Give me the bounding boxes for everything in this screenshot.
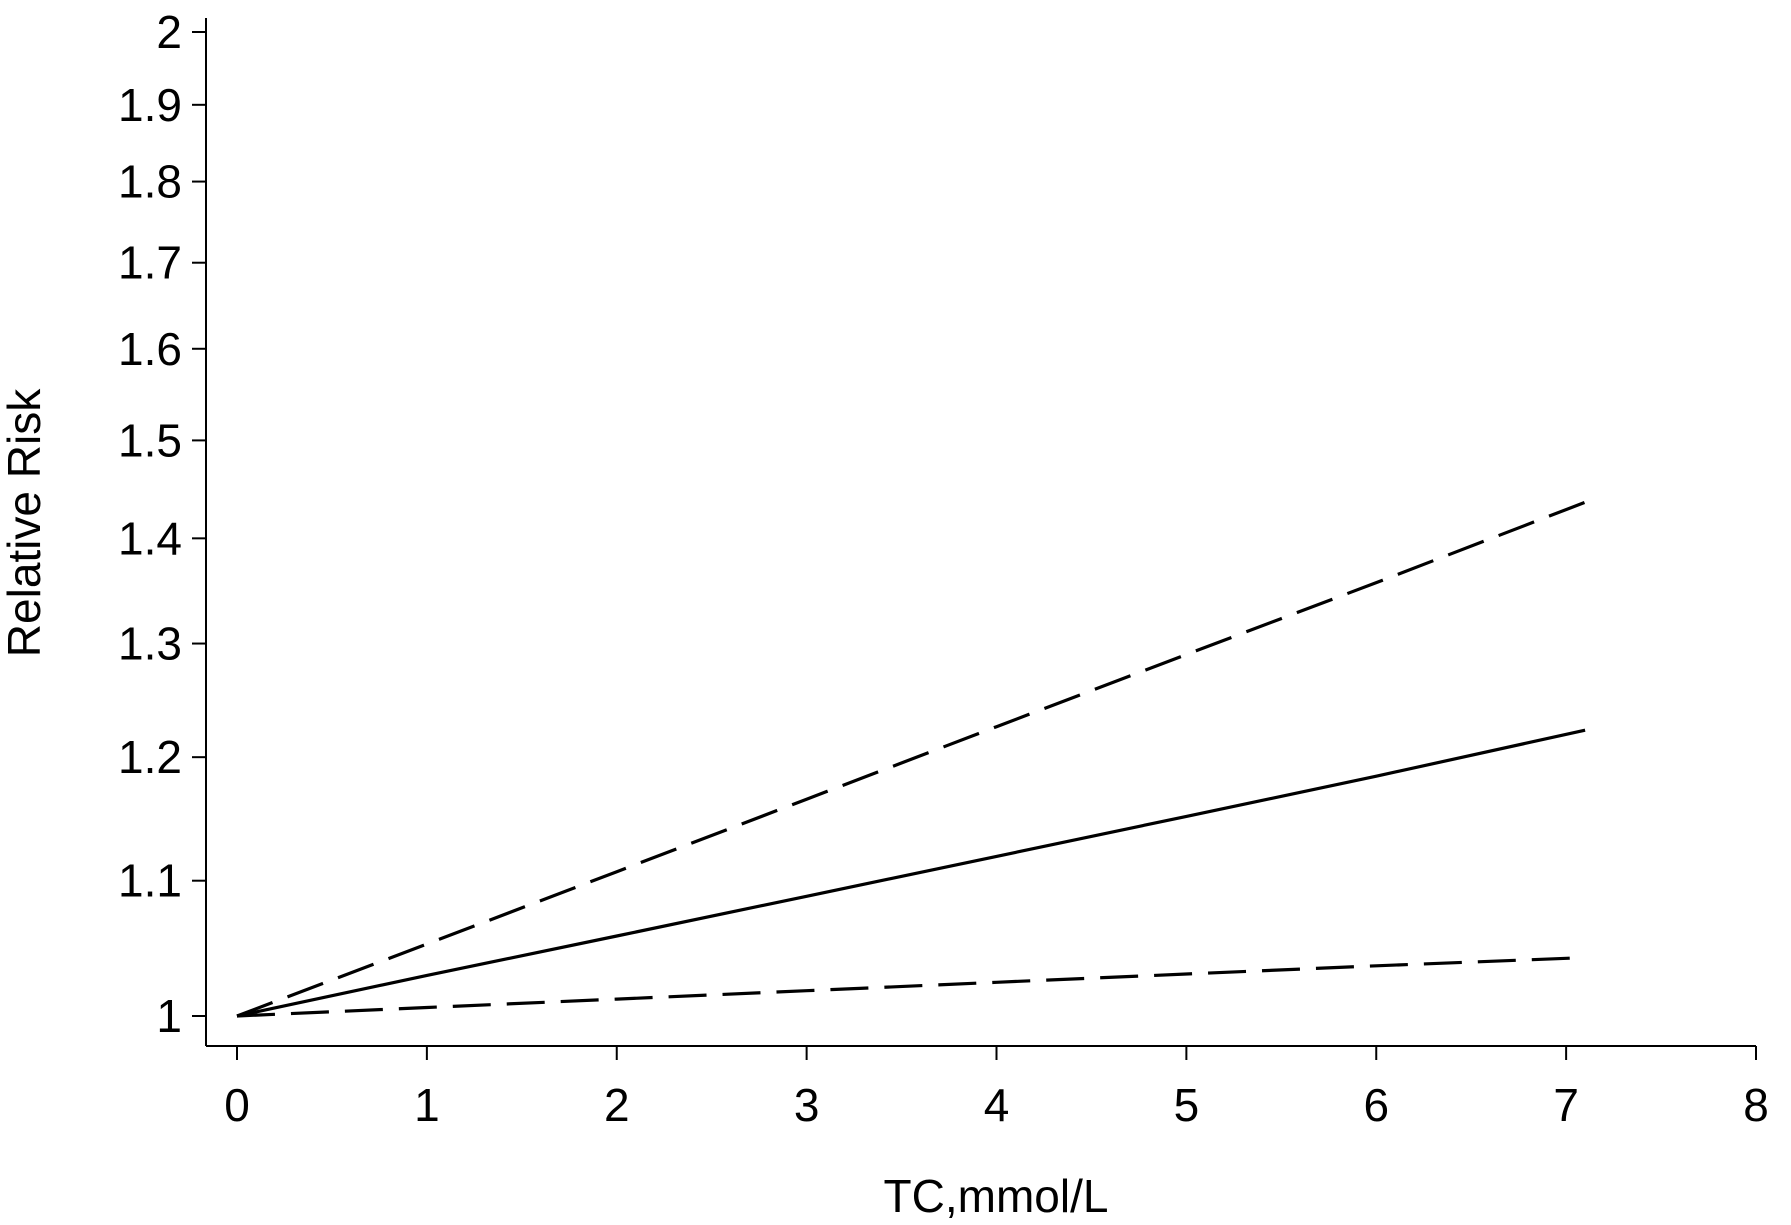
y-axis-title: Relative Risk <box>0 388 50 657</box>
x-axis-title: TC,mmol/L <box>884 1170 1109 1222</box>
y-tick-label: 1.1 <box>118 855 182 907</box>
x-tick-label: 1 <box>414 1079 440 1131</box>
y-tick-label: 1.4 <box>118 512 182 564</box>
y-tick-label: 1 <box>156 990 182 1042</box>
x-tick-label: 2 <box>604 1079 630 1131</box>
solid-series-line-2 <box>236 728 1586 1018</box>
x-tick-label: 4 <box>984 1079 1010 1131</box>
tick-labels-group: 11.11.21.31.41.51.61.71.81.920 1 2 3 4 5 6 7 8 <box>118 6 1769 1131</box>
x-tick-label: 8 <box>1743 1079 1769 1131</box>
y-tick-label: 1.3 <box>118 618 182 670</box>
y-tick-label: 1.9 <box>118 79 182 131</box>
y-tick-label: 1.6 <box>118 323 182 375</box>
x-tick-label: 5 <box>1174 1079 1200 1131</box>
series-group <box>236 500 1586 1018</box>
x-tick-label: 3 <box>794 1079 820 1131</box>
x-tick-label: 6 <box>1363 1079 1389 1131</box>
dashed-series-line-3 <box>236 956 1586 1018</box>
y-tick-label: 2 <box>156 6 182 58</box>
x-tick-label: 7 <box>1553 1079 1579 1131</box>
axes-group <box>192 18 1757 1060</box>
y-tick-label: 1.2 <box>118 731 182 783</box>
y-tick-label: 1.8 <box>118 156 182 208</box>
y-tick-label: 1.5 <box>118 414 182 466</box>
dashed-series-line-1 <box>236 500 1586 1018</box>
x-tick-label: 0 <box>224 1079 250 1131</box>
y-tick-label: 1.7 <box>118 237 182 289</box>
